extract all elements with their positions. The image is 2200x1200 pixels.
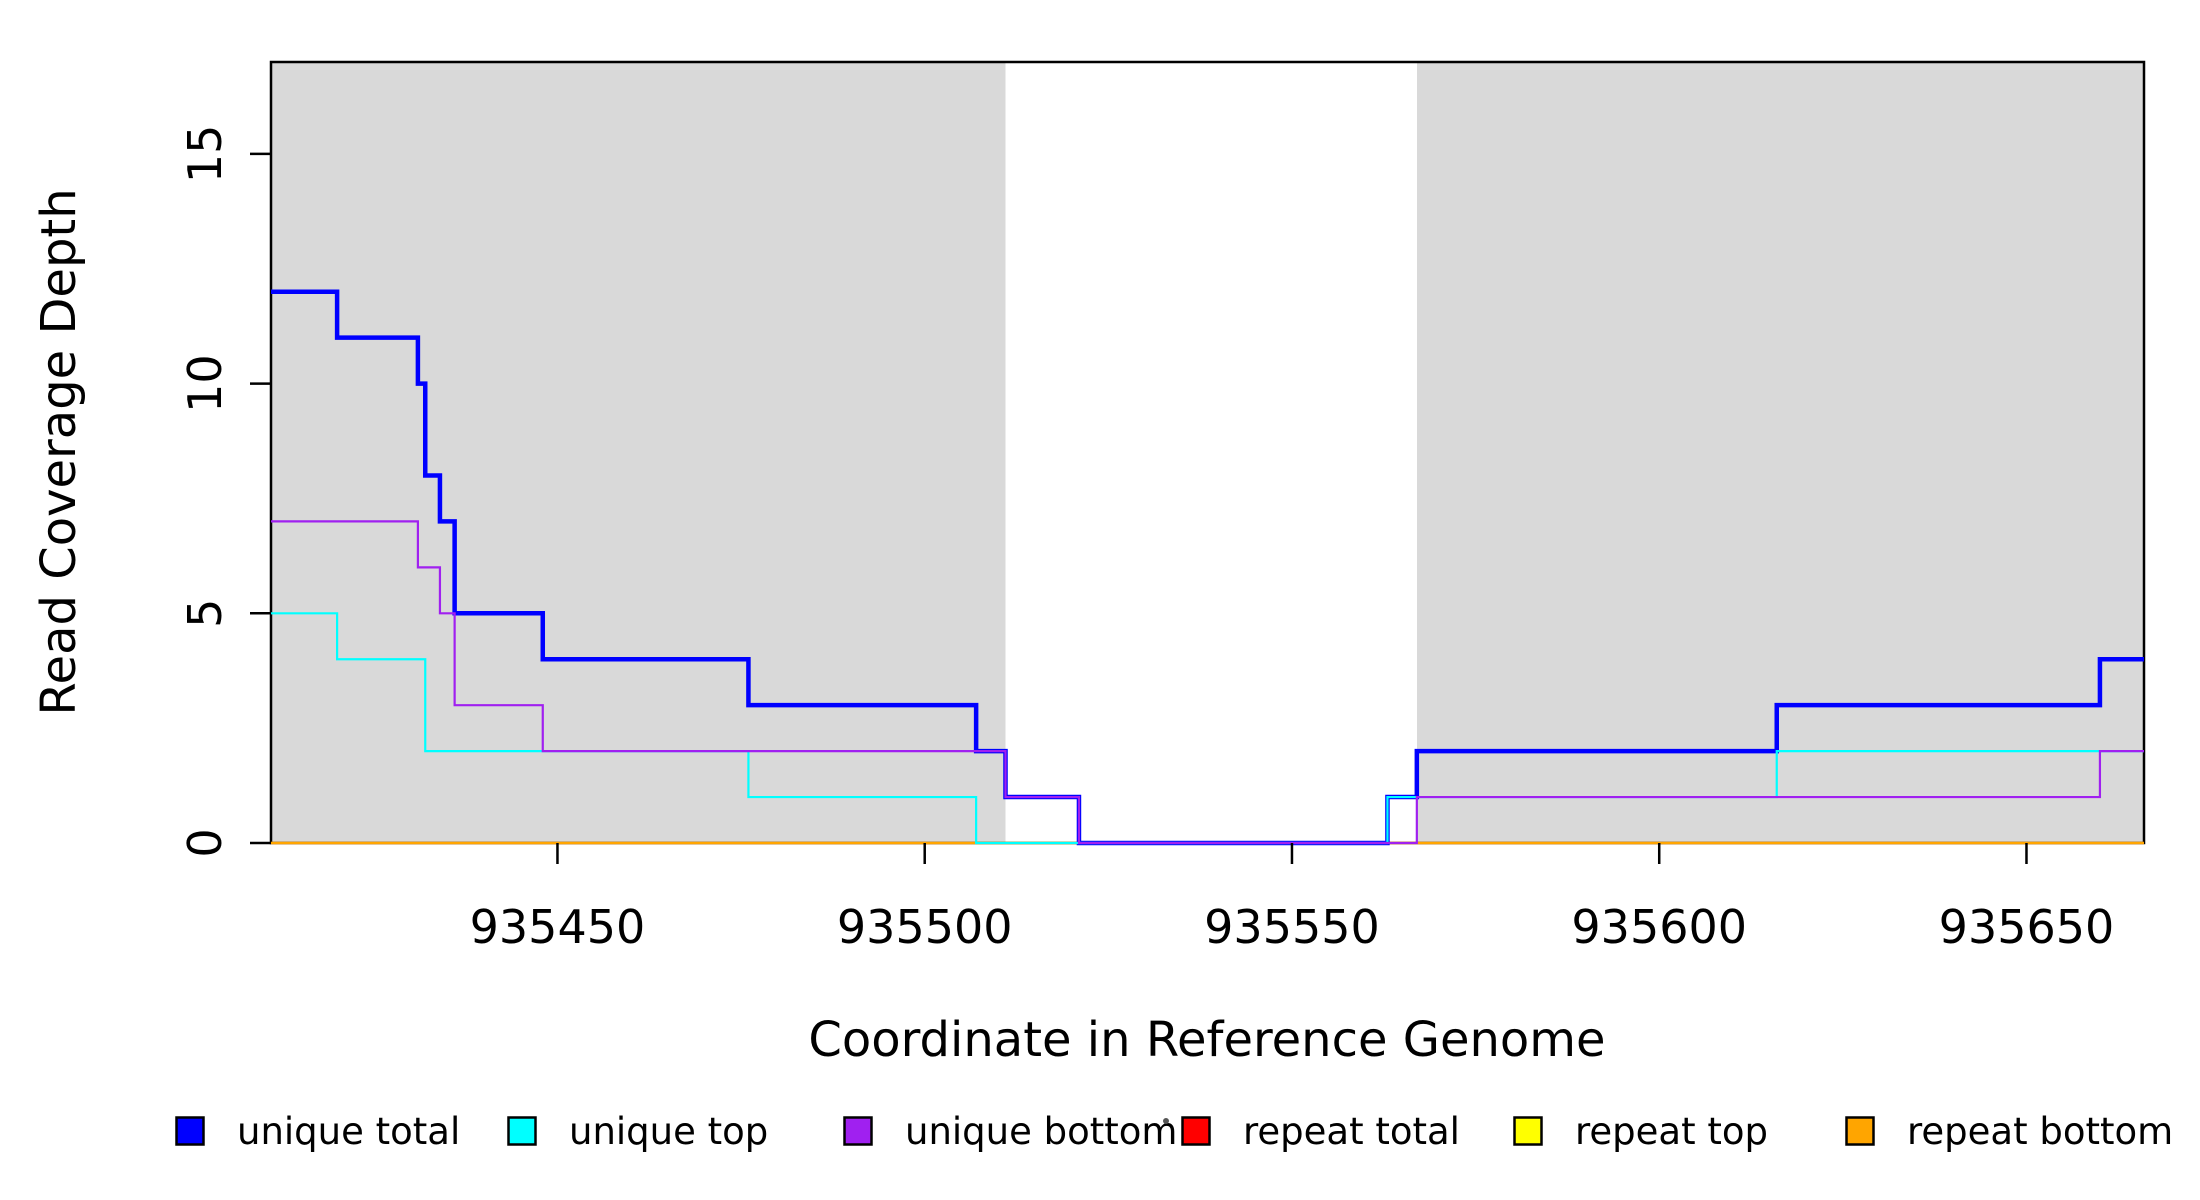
repeat-region-shade	[271, 62, 1006, 843]
y-tick-label: 5	[178, 599, 232, 628]
y-tick-label: 10	[178, 354, 232, 413]
legend-item: unique total	[175, 1110, 460, 1153]
legend-item: repeat bottom	[1845, 1110, 2173, 1153]
x-tick-label: 935450	[470, 900, 646, 954]
y-tick-label: 15	[178, 125, 232, 184]
legend-item-label: repeat total	[1243, 1110, 1460, 1153]
series-unique-total	[271, 289, 2144, 846]
legend-swatch	[843, 1116, 873, 1146]
legend-item-label: unique total	[237, 1110, 460, 1153]
legend-swatch	[1845, 1116, 1875, 1146]
legend-item-label: repeat top	[1575, 1110, 1768, 1153]
stray-mark	[1163, 1118, 1169, 1124]
legend-swatch	[1513, 1116, 1543, 1146]
x-tick-label: 935650	[1939, 900, 2115, 954]
legend-item: unique bottom	[843, 1110, 1177, 1153]
x-axis-title: Coordinate in Reference Genome	[808, 1012, 1605, 1068]
series-lines	[271, 289, 2144, 846]
legend-item: repeat total	[1181, 1110, 1460, 1153]
axes: 935450 935500 935550 935600 935650 0 5 10 15	[178, 125, 2114, 954]
y-tick-label: 0	[178, 828, 232, 857]
x-tick-label: 935600	[1571, 900, 1747, 954]
repeat-region-shade	[1416, 62, 2144, 843]
x-tick-label: 935550	[1204, 900, 1380, 954]
legend-swatch	[507, 1116, 537, 1146]
legend-item-label: unique bottom	[905, 1110, 1177, 1153]
legend-item: repeat top	[1513, 1110, 1768, 1153]
legend-item: unique top	[507, 1110, 768, 1153]
series-unique-bottom	[271, 520, 2144, 845]
legend-item-label: repeat bottom	[1907, 1110, 2173, 1153]
legend-swatch	[1181, 1116, 1211, 1146]
legend-item-label: unique top	[569, 1110, 768, 1153]
legend-swatch	[175, 1116, 205, 1146]
y-axis-title: Read Coverage Depth	[31, 188, 87, 715]
shaded-regions	[271, 62, 2144, 843]
legend: unique total unique top unique bottom repea…	[175, 1110, 2173, 1153]
x-tick-label: 935500	[837, 900, 1013, 954]
